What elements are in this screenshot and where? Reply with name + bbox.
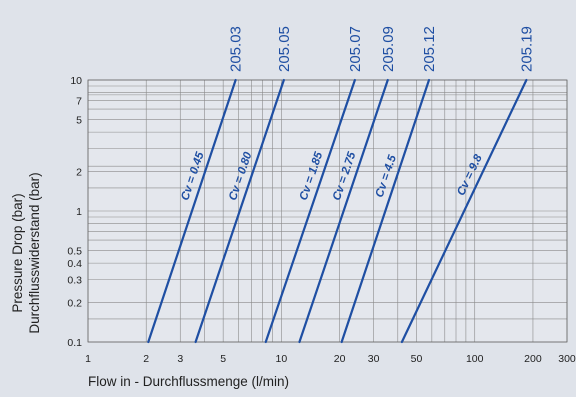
y-tick-label: 7 (76, 95, 82, 107)
x-tick-label: 20 (334, 353, 346, 365)
x-tick-label: 3 (177, 353, 183, 365)
series-name-label: 205.07 (347, 26, 364, 72)
x-tick-label: 1 (85, 353, 91, 365)
grid (87, 79, 568, 343)
y-tick-label: 0.4 (67, 258, 82, 270)
y-tick-label: 1 (76, 206, 82, 218)
series-line-205-05 (194, 78, 285, 344)
y-tick-label: 2 (76, 167, 82, 179)
series-lines (147, 78, 528, 344)
y-tick-label: 0.1 (67, 337, 82, 349)
series-line-205-09 (298, 78, 389, 344)
series-line-205-12 (340, 78, 431, 344)
tick-labels: 1 2 3 5 10 20 30 50 100 200 300 0.1 0.2 0.3 0.40.5 1 2 5 7… (67, 75, 576, 365)
series-line-205-03 (147, 78, 237, 344)
plot-frame (87, 79, 568, 343)
y-tick-label: 10 (70, 75, 82, 87)
x-tick-label: 30 (368, 353, 380, 365)
series-name-label: 205.05 (276, 26, 293, 72)
y-tick-label: 0.2 (67, 298, 82, 310)
series-name-label: 205.19 (518, 26, 535, 72)
x-tick-label: 100 (466, 353, 484, 365)
y-axis-label-line-1: Pressure Drop (bar) (10, 193, 25, 312)
x-tick-label: 50 (411, 353, 423, 365)
series-line-205-07 (264, 78, 356, 344)
series-name-label: 205.09 (380, 26, 397, 72)
series-name-label: 205.12 (421, 26, 438, 72)
series-line-205-19 (400, 78, 528, 344)
x-tick-label: 200 (524, 353, 542, 365)
y-axis-label-line-2: Durchflusswiderstand (bar) (27, 172, 42, 333)
x-tick-label: 5 (220, 353, 226, 365)
y-tick-label: 0.5 (67, 245, 82, 257)
series-name-label: 205.03 (228, 26, 245, 72)
x-axis-label: Flow in - Durchflussmenge (l/min) (88, 374, 289, 389)
y-tick-label: 0.3 (67, 274, 82, 286)
x-tick-label: 10 (276, 353, 288, 365)
y-tick-label: 5 (76, 114, 82, 126)
x-tick-label: 300 (558, 353, 576, 365)
x-tick-label: 2 (143, 353, 149, 365)
